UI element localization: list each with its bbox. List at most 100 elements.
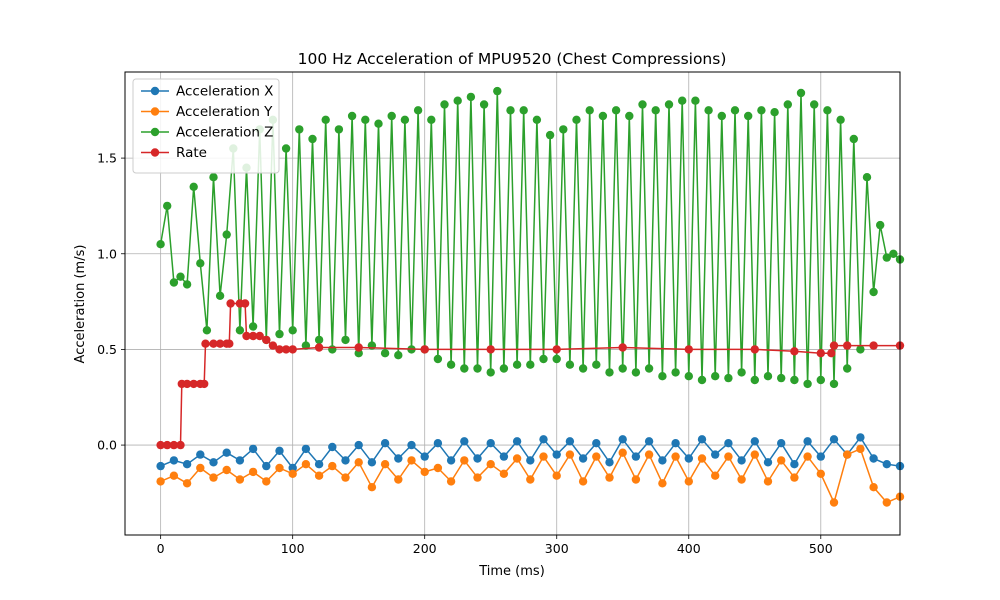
- data-point-acceleration-y: [658, 479, 667, 488]
- data-point-acceleration-z: [281, 144, 291, 153]
- data-point-acceleration-z: [717, 111, 726, 121]
- data-point-acceleration-y: [156, 477, 165, 486]
- data-point-acceleration-x: [777, 439, 786, 448]
- data-point-acceleration-z: [235, 326, 245, 335]
- data-point-rate: [163, 440, 172, 450]
- data-point-acceleration-z: [361, 115, 370, 125]
- data-point-rate: [242, 331, 251, 341]
- data-point-acceleration-z: [651, 106, 660, 115]
- series-acceleration-y: [156, 444, 905, 507]
- data-point-acceleration-z: [876, 220, 885, 230]
- data-point-acceleration-x: [737, 456, 746, 465]
- data-point-rate: [281, 345, 291, 354]
- data-point-acceleration-y: [750, 450, 759, 459]
- data-point-rate: [182, 379, 192, 389]
- data-point-acceleration-z: [836, 115, 845, 125]
- data-point-rate: [209, 339, 218, 348]
- data-point-acceleration-x: [367, 458, 377, 467]
- data-point-acceleration-y: [380, 460, 390, 469]
- data-point-acceleration-y: [592, 452, 601, 461]
- data-point-acceleration-x: [248, 444, 258, 454]
- data-point-acceleration-z: [314, 335, 324, 345]
- data-point-acceleration-y: [605, 473, 614, 482]
- data-point-acceleration-z: [453, 96, 462, 105]
- data-point-rate: [200, 379, 209, 389]
- data-point-acceleration-y: [552, 471, 561, 480]
- data-point-acceleration-y: [711, 471, 720, 480]
- data-point-acceleration-y: [777, 456, 786, 465]
- data-point-acceleration-x: [869, 454, 878, 463]
- y-axis-label: Acceleration (m/s): [73, 245, 88, 364]
- data-point-acceleration-y: [446, 477, 456, 486]
- data-point-rate: [156, 440, 165, 450]
- data-point-rate: [189, 379, 198, 389]
- data-point-acceleration-x: [314, 460, 324, 469]
- data-point-acceleration-y: [209, 473, 218, 482]
- data-point-acceleration-z: [856, 345, 865, 354]
- data-point-acceleration-x: [711, 450, 720, 459]
- data-point-acceleration-z: [321, 115, 330, 125]
- series-rate: [156, 299, 905, 450]
- data-point-acceleration-z: [578, 364, 588, 373]
- data-point-rate: [827, 349, 836, 358]
- data-point-acceleration-z: [374, 119, 383, 128]
- legend-marker-acceleration-z: [150, 127, 160, 137]
- data-point-acceleration-z: [400, 115, 410, 125]
- data-point-acceleration-x: [288, 463, 297, 473]
- data-point-acceleration-z: [295, 125, 304, 134]
- data-point-acceleration-z: [532, 115, 542, 125]
- data-point-acceleration-z: [638, 100, 647, 109]
- data-point-acceleration-z: [750, 375, 759, 385]
- data-point-acceleration-z: [427, 115, 436, 125]
- legend-marker-acceleration-y: [150, 107, 160, 116]
- data-point-acceleration-x: [592, 439, 601, 448]
- data-point-acceleration-x: [644, 437, 654, 446]
- data-point-acceleration-z: [559, 125, 568, 134]
- data-point-acceleration-x: [539, 435, 548, 444]
- data-point-acceleration-z: [545, 130, 555, 140]
- data-point-acceleration-z: [182, 280, 192, 289]
- data-point-acceleration-x: [499, 452, 509, 461]
- legend-frame: [132, 78, 280, 174]
- data-point-acceleration-x: [750, 437, 759, 446]
- data-point-acceleration-x: [552, 450, 561, 459]
- data-point-rate: [215, 339, 225, 348]
- data-point-acceleration-z: [565, 360, 575, 369]
- data-point-acceleration-x: [816, 452, 825, 461]
- data-point-acceleration-z: [499, 364, 509, 373]
- data-point-acceleration-z: [783, 100, 792, 109]
- data-point-rate: [288, 345, 297, 354]
- data-point-acceleration-x: [328, 442, 337, 452]
- data-point-acceleration-y: [407, 456, 416, 465]
- data-point-acceleration-y: [314, 471, 324, 480]
- data-point-rate: [255, 331, 264, 341]
- data-point-acceleration-z: [810, 100, 819, 109]
- data-point-acceleration-z: [803, 379, 812, 389]
- data-point-acceleration-x: [196, 450, 205, 459]
- data-point-acceleration-y: [526, 475, 535, 484]
- data-point-acceleration-y: [288, 469, 297, 478]
- data-point-acceleration-y: [486, 460, 495, 469]
- data-point-acceleration-z: [882, 253, 891, 262]
- data-point-acceleration-z: [585, 106, 594, 115]
- data-point-acceleration-z: [618, 364, 627, 373]
- data-point-rate: [486, 345, 495, 354]
- y-tick-label: 0.0: [97, 438, 117, 453]
- data-point-acceleration-y: [829, 498, 839, 507]
- data-point-acceleration-z: [248, 322, 258, 331]
- data-point-rate: [226, 299, 235, 308]
- plot-frame: [124, 71, 901, 536]
- data-point-acceleration-z: [387, 111, 396, 121]
- data-point-acceleration-z: [611, 106, 621, 115]
- data-point-acceleration-x: [724, 439, 733, 448]
- data-point-acceleration-z: [163, 201, 172, 211]
- data-point-acceleration-y: [763, 477, 773, 486]
- data-point-acceleration-y: [354, 458, 363, 467]
- data-point-acceleration-x: [407, 440, 416, 450]
- data-point-acceleration-y: [843, 450, 852, 459]
- x-tick-label: 300: [545, 541, 569, 556]
- data-point-acceleration-z: [493, 86, 502, 96]
- legend-label-acceleration-z: Acceleration Z: [176, 125, 273, 141]
- series-acceleration-z: [156, 86, 905, 389]
